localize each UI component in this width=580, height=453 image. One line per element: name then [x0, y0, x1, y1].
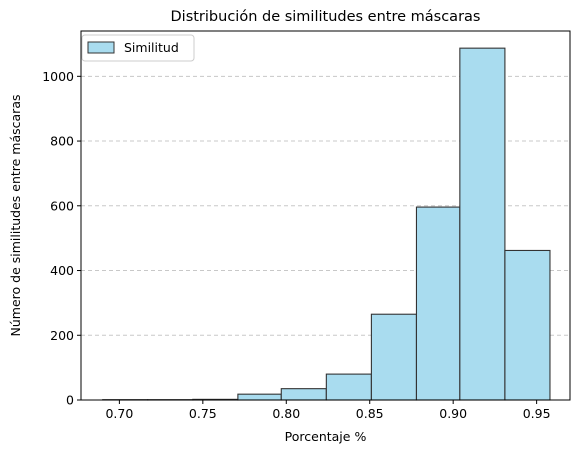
- y-axis-ticks: 0 200 400 600 800 1000: [42, 69, 81, 408]
- x-axis-ticks: 0.70 0.75 0.80 0.85 0.90 0.95: [105, 400, 551, 421]
- y-tick-label: 800: [50, 134, 74, 149]
- histogram-bar: [325, 373, 372, 401]
- x-tick-label: 0.80: [272, 406, 300, 421]
- x-tick-label: 0.85: [356, 406, 384, 421]
- x-axis-label: Porcentaje %: [285, 429, 367, 444]
- x-tick-label: 0.70: [105, 406, 133, 421]
- histogram-bar: [459, 47, 506, 401]
- y-tick-label: 600: [50, 198, 74, 213]
- plot-frame: [80, 30, 571, 401]
- y-tick-label: 400: [50, 263, 74, 278]
- chart-title: Distribución de similitudes entre máscar…: [171, 9, 481, 25]
- histogram-bar: [370, 313, 418, 401]
- legend-swatch: [87, 41, 115, 54]
- y-tick-label: 1000: [42, 69, 74, 84]
- legend-label: Similitud: [124, 40, 179, 55]
- x-tick-label: 0.90: [439, 406, 467, 421]
- histogram-bar: [504, 249, 551, 401]
- x-tick-label: 0.95: [523, 406, 551, 421]
- x-tick-label: 0.75: [189, 406, 217, 421]
- y-axis-label: Número de similitudes entre máscaras: [8, 95, 23, 337]
- histogram-bar: [415, 206, 461, 401]
- histogram-bar: [280, 388, 327, 401]
- bars-group: [102, 47, 551, 401]
- y-tick-label: 0: [66, 393, 74, 408]
- y-tick-label: 200: [50, 328, 74, 343]
- histogram-bar: [237, 393, 282, 401]
- legend: Similitud: [81, 34, 195, 62]
